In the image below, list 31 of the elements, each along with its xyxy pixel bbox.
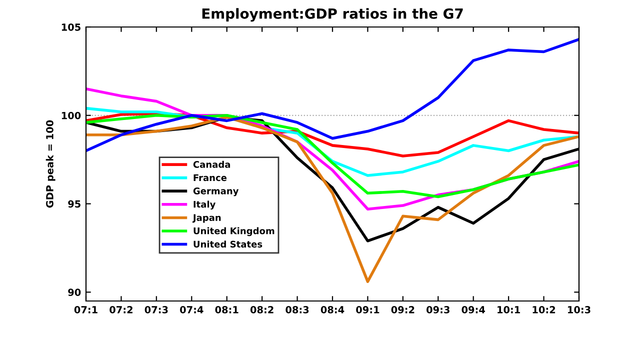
x-tick-label: 08:1 (215, 306, 238, 314)
legend-label: Germany (193, 188, 239, 196)
x-tick-label: 09:1 (356, 306, 380, 314)
x-tick-label: 09:2 (391, 306, 414, 314)
line-series (86, 116, 579, 283)
x-tick-label: 07:2 (110, 306, 132, 314)
x-tick-label: 09:3 (426, 306, 450, 314)
legend-label: Canada (193, 160, 230, 168)
chart-title: Employment:GDP ratios in the G7 (202, 8, 463, 22)
line-series (86, 38, 579, 152)
legend-label: United Kingdom (194, 227, 274, 236)
x-tick-label: 10:2 (532, 306, 556, 314)
x-tick-label: 08:2 (250, 306, 274, 314)
y-tick-label: 90 (68, 288, 81, 296)
y-axis-title: GDP peak = 100 (46, 120, 56, 208)
x-tick-label: 09:4 (462, 306, 485, 314)
line-series (86, 114, 579, 198)
legend-label: Italy (194, 200, 216, 210)
y-tick-label: 105 (62, 23, 80, 31)
x-tick-label: 10:3 (568, 306, 590, 314)
y-tick-label: 95 (68, 200, 80, 208)
x-tick-label: 08:4 (320, 306, 344, 314)
x-tick-label: 07:1 (74, 306, 98, 314)
x-tick-label: 08:3 (286, 306, 309, 314)
legend-label: France (194, 174, 227, 182)
x-tick-label: 07:3 (144, 306, 168, 314)
y-tick-label: 100 (62, 112, 81, 120)
legend-label: Japan (192, 214, 221, 223)
x-tick-label: 10:1 (498, 306, 520, 314)
legend-label: United States (194, 240, 262, 248)
x-tick-label: 07:4 (180, 306, 204, 314)
